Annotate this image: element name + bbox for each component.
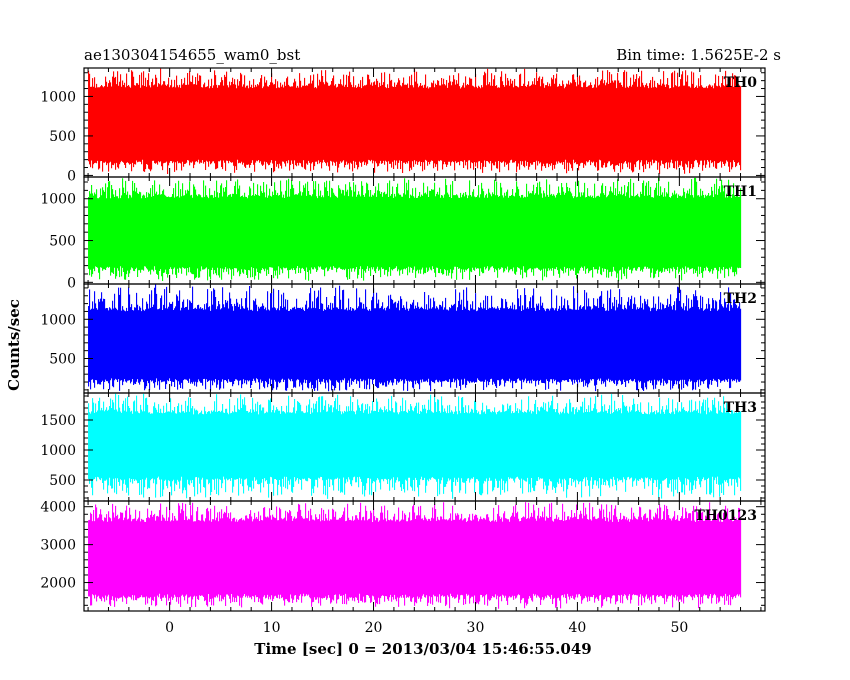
y-tick-label: 1000 (40, 192, 76, 208)
figure-title: ae130304154655_wam0_bst (84, 46, 300, 64)
y-tick-label: 1000 (40, 312, 76, 328)
y-tick-label: 500 (49, 129, 76, 145)
x-tick-label: 50 (670, 620, 688, 636)
trace-th1 (88, 177, 742, 282)
trace-th0123 (88, 502, 742, 609)
panel-label-th0123: TH0123 (694, 508, 757, 524)
panel-label-th0: TH0 (724, 75, 758, 91)
y-tick-label: 500 (49, 473, 76, 489)
y-tick-label: 500 (49, 234, 76, 250)
x-tick-label: 30 (467, 620, 485, 636)
panel-label-th1: TH1 (724, 184, 757, 200)
y-tick-label: 0 (67, 168, 76, 184)
y-tick-label: 2000 (40, 576, 76, 592)
x-axis-title: Time [sec] 0 = 2013/03/04 15:46:55.049 (254, 640, 591, 658)
x-tick-label: 0 (165, 620, 174, 636)
y-tick-label: 1500 (40, 413, 76, 429)
trace-th2 (88, 284, 742, 392)
y-axis-title: Counts/sec (5, 299, 23, 391)
panel-label-th3: TH3 (724, 400, 757, 416)
panel-frame-th0123 (83, 500, 766, 612)
x-tick-label: 40 (569, 620, 587, 636)
bin-time-label: Bin time: 1.5625E-2 s (616, 46, 781, 64)
y-tick-label: 4000 (40, 500, 76, 516)
trace-th0 (88, 68, 742, 174)
y-tick-label: 3000 (40, 538, 76, 554)
x-tick-label: 10 (263, 620, 281, 636)
panel-label-th2: TH2 (724, 291, 757, 307)
y-tick-label: 500 (49, 351, 76, 367)
panels-group: TH005001000TH105001000TH25001000TH350010… (40, 67, 766, 636)
x-tick-label: 20 (365, 620, 383, 636)
trace-th3 (88, 393, 742, 499)
y-tick-label: 1000 (40, 89, 76, 105)
y-tick-label: 0 (67, 275, 76, 291)
y-tick-label: 1000 (40, 443, 76, 459)
